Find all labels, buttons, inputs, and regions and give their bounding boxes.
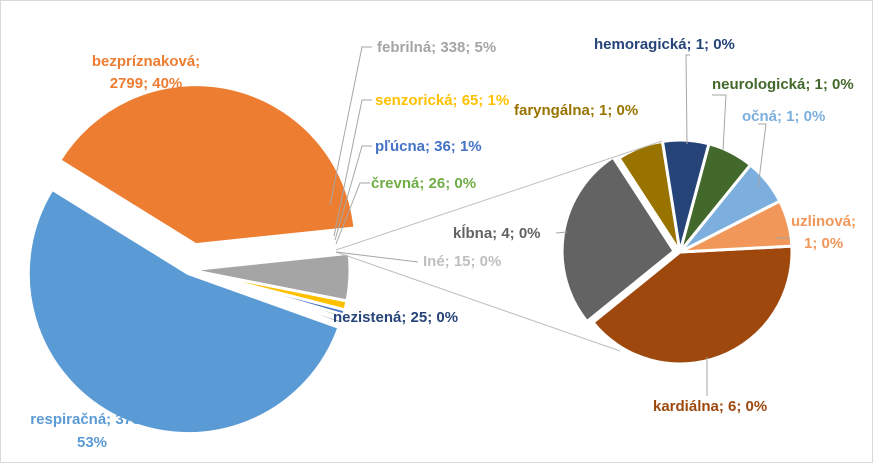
label-uzlinova-line2: 1; 0%: [804, 235, 843, 252]
connector-line-bottom: [335, 251, 621, 352]
connector-line-top: [335, 140, 663, 251]
connector-lines: [335, 140, 663, 352]
label-bezpriznakova-line2: 2799; 40%: [110, 75, 183, 92]
secondary-slice-klbna: [560, 155, 676, 324]
label-ine: Iné; 15; 0%: [423, 253, 501, 270]
label-neurologicka: neurologická; 1; 0%: [712, 76, 854, 93]
leader-ocna: [757, 123, 767, 189]
label-hemoragicka: hemoragická; 1; 0%: [594, 36, 735, 53]
label-plucna: pľúcna; 36; 1%: [375, 138, 482, 155]
label-ocna: očná; 1; 0%: [742, 108, 825, 125]
leader-plucna: [334, 145, 372, 241]
secondary-slice-uzlinova: [678, 199, 794, 254]
leader-crevna: [335, 182, 370, 245]
leader-febrilna: [329, 46, 372, 206]
leader-hemoragicka: [685, 54, 690, 145]
leader-klbna: [555, 231, 568, 234]
data-labels: bezpríznaková; 2799; 40% febrilná; 338; …: [30, 36, 856, 451]
label-klbna: kĺbna; 4; 0%: [453, 224, 541, 242]
label-senzoricka: senzorická; 65; 1%: [375, 92, 509, 109]
leader-senzoricka: [333, 99, 372, 237]
label-kardialna: kardiálna; 6; 0%: [653, 398, 767, 415]
label-nezistena: nezistená; 25; 0%: [333, 309, 458, 326]
leader-lines: [329, 46, 790, 396]
main-pie: [26, 83, 357, 436]
leader-ine: [335, 251, 419, 263]
main-slice-bezpriznakova: [58, 83, 357, 247]
label-uzlinova-line1: uzlinová;: [791, 213, 856, 230]
main-slice-respiracna: [26, 187, 341, 436]
main-slice-nezistena: [188, 268, 344, 326]
label-faryngalna: faryngálna; 1; 0%: [514, 102, 638, 119]
label-crevna: črevná; 26; 0%: [371, 175, 476, 192]
secondary-pie: [560, 138, 794, 366]
label-febrilna: febrilná; 338; 5%: [377, 39, 496, 56]
label-respiracna-line2: 53%: [77, 434, 107, 451]
label-respiracna-line1: respiračná; 3780;: [30, 411, 153, 428]
secondary-slice-kardialna: [591, 244, 794, 366]
label-bezpriznakova-line1: bezpríznaková;: [92, 53, 200, 70]
leader-neurologicka: [712, 94, 727, 151]
